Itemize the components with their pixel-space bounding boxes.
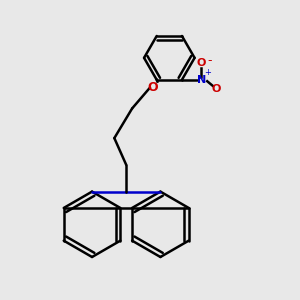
Text: -: - (207, 54, 211, 67)
Text: O: O (148, 81, 158, 94)
Text: +: + (204, 68, 211, 77)
Text: O: O (196, 58, 206, 68)
Text: N: N (196, 75, 206, 85)
Text: O: O (212, 84, 221, 94)
